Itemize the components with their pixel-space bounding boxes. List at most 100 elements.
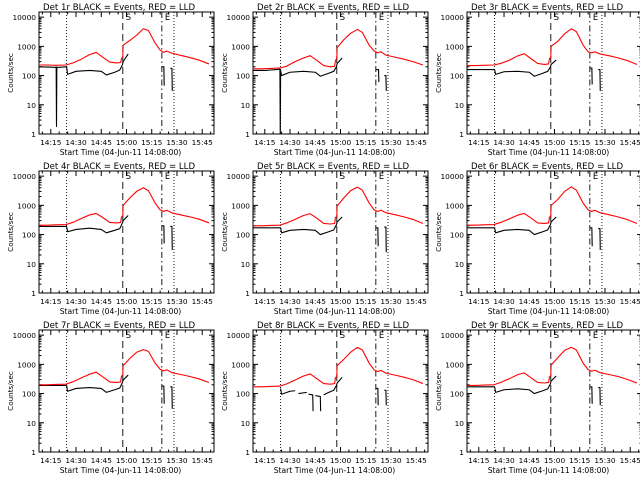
x-tick-label: 15:45: [620, 456, 640, 465]
x-tick-label: 14:30: [279, 456, 301, 465]
chart-title: Det 6r BLACK = Events, RED = LLD: [471, 162, 623, 172]
flare-start-label: S: [126, 12, 131, 22]
flare-start-label: S: [340, 171, 345, 181]
y-tick-label: 10: [455, 419, 465, 428]
lld-series-line: [467, 186, 638, 226]
y-axis-label: Counts/sec: [6, 53, 15, 93]
x-tick-label: 14:45: [519, 297, 541, 306]
x-axis-label: Start Time (04-Jun-11 14:08:00): [488, 148, 610, 157]
x-tick-label: 15:15: [569, 138, 591, 147]
x-tick-label: 15:45: [620, 297, 640, 306]
events-series-line: [280, 376, 387, 412]
y-axis-label: Counts/sec: [434, 212, 443, 252]
flare-end-label: E: [593, 171, 598, 181]
x-axis-label: Start Time (04-Jun-11 14:08:00): [60, 307, 182, 316]
y-tick-label: 1: [459, 289, 464, 298]
x-tick-label: 14:15: [40, 297, 62, 306]
flare-end-label: E: [165, 12, 170, 22]
x-tick-label: 15:30: [594, 138, 616, 147]
x-tick-label: 15:00: [116, 456, 138, 465]
x-tick-label: 14:15: [468, 138, 490, 147]
x-tick-label: 15:30: [380, 456, 402, 465]
y-axis-label: Counts/sec: [6, 212, 15, 252]
y-axis-label: Counts/sec: [6, 371, 15, 411]
y-tick-label: 10: [241, 419, 251, 428]
plot-frame: [38, 11, 215, 135]
y-tick-label: 1: [245, 448, 250, 457]
plot-frame: [466, 11, 640, 135]
y-tick-label: 100: [236, 72, 250, 81]
y-tick-label: 1: [31, 289, 36, 298]
lld-series-line: [39, 349, 210, 386]
flare-end-label: E: [593, 330, 598, 340]
x-tick-label: 15:45: [192, 138, 214, 147]
x-tick-label: 14:15: [468, 297, 490, 306]
y-axis-label: Counts/sec: [434, 371, 443, 411]
x-tick-label: 15:15: [569, 456, 591, 465]
x-tick-label: 15:00: [544, 297, 566, 306]
chart-title: Det 7r BLACK = Events, RED = LLD: [43, 321, 195, 331]
x-tick-label: 14:45: [91, 297, 113, 306]
events-series-line: [38, 53, 173, 128]
x-tick-label: 14:15: [40, 456, 62, 465]
x-tick-label: 14:45: [305, 297, 327, 306]
x-tick-label: 14:30: [279, 138, 301, 147]
x-tick-label: 14:15: [254, 297, 276, 306]
y-tick-label: 10: [27, 419, 37, 428]
x-tick-label: 15:30: [166, 138, 188, 147]
events-series-line: [253, 57, 387, 135]
flare-start-label: S: [340, 12, 345, 22]
flare-start-label: S: [126, 171, 131, 181]
y-axis-label: Counts/sec: [220, 371, 229, 411]
chart-title: Det 3r BLACK = Events, RED = LLD: [471, 3, 623, 13]
y-tick-label: 1: [245, 289, 250, 298]
y-tick-label: 10000: [440, 172, 464, 181]
x-axis-label: Start Time (04-Jun-11 14:08:00): [60, 148, 182, 157]
lld-series-line: [39, 187, 210, 226]
y-tick-label: 100: [450, 72, 464, 81]
y-tick-label: 1000: [17, 201, 36, 210]
x-tick-label: 14:30: [65, 138, 87, 147]
events-series-line: [39, 215, 173, 250]
chart-panel-2: Det 2r BLACK = Events, RED = LLD 1 10 100 10…: [220, 3, 429, 157]
x-tick-label: 15:30: [166, 297, 188, 306]
x-tick-label: 15:15: [569, 297, 591, 306]
y-tick-label: 100: [450, 390, 464, 399]
flare-start-label: S: [554, 330, 559, 340]
x-tick-label: 15:15: [141, 456, 163, 465]
y-tick-label: 10000: [440, 331, 464, 340]
y-tick-label: 1: [31, 130, 36, 139]
x-tick-label: 14:15: [468, 456, 490, 465]
lld-series-line: [467, 346, 638, 386]
lld-series-line: [253, 346, 424, 388]
x-tick-label: 15:45: [192, 456, 214, 465]
x-tick-label: 15:45: [620, 138, 640, 147]
chart-panel-1: Det 1r BLACK = Events, RED = LLD 1 10 100 10…: [6, 3, 215, 157]
y-tick-label: 10000: [12, 331, 36, 340]
y-tick-label: 100: [22, 390, 36, 399]
y-tick-label: 100: [236, 231, 250, 240]
flare-end-label: E: [379, 171, 384, 181]
chart-title: Det 8r BLACK = Events, RED = LLD: [257, 321, 409, 331]
plot-frame: [252, 11, 429, 135]
flare-end-label: E: [379, 330, 384, 340]
chart-panel-5: Det 5r BLACK = Events, RED = LLD 1 10 100 10…: [220, 162, 429, 316]
x-tick-label: 15:30: [594, 456, 616, 465]
x-tick-label: 14:15: [254, 456, 276, 465]
x-tick-label: 15:15: [141, 138, 163, 147]
x-tick-label: 14:15: [254, 138, 276, 147]
lld-series-line: [467, 28, 638, 67]
y-tick-label: 100: [22, 231, 36, 240]
y-tick-label: 10000: [440, 13, 464, 22]
events-series-line: [467, 216, 601, 250]
y-tick-label: 10000: [226, 13, 250, 22]
flare-start-label: S: [554, 171, 559, 181]
y-tick-label: 1: [459, 448, 464, 457]
x-axis-label: Start Time (04-Jun-11 14:08:00): [488, 307, 610, 316]
x-axis-label: Start Time (04-Jun-11 14:08:00): [274, 148, 396, 157]
x-tick-label: 15:15: [355, 138, 377, 147]
plot-frame: [466, 170, 640, 294]
x-tick-label: 15:45: [406, 138, 428, 147]
y-tick-label: 1000: [231, 201, 250, 210]
